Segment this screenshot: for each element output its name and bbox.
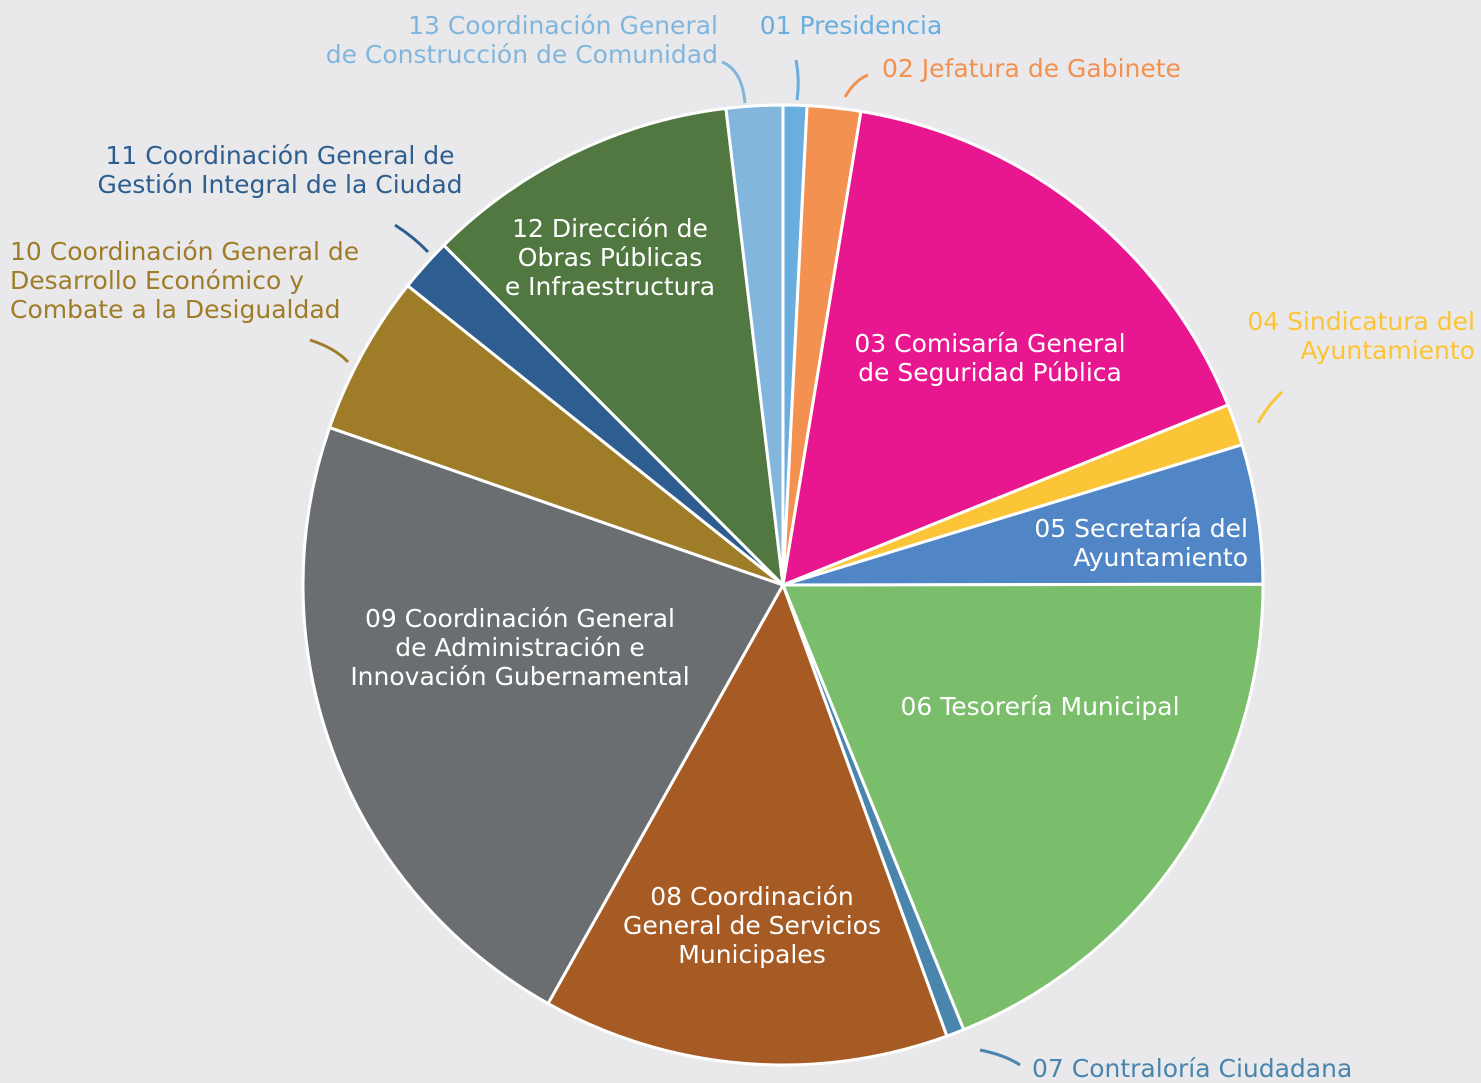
slice-label: 04 Sindicatura del Ayuntamiento xyxy=(1247,307,1475,365)
label-line: 02 Jefatura de Gabinete xyxy=(882,54,1181,83)
label-line: 07 Contraloría Ciudadana xyxy=(1032,1054,1352,1083)
label-line: 08 Coordinación xyxy=(650,882,853,911)
slice-label: 07 Contraloría Ciudadana xyxy=(1032,1054,1352,1083)
slice-label: 11 Coordinación General de Gestión Integr… xyxy=(97,141,462,199)
slice-label: 02 Jefatura de Gabinete xyxy=(882,54,1181,83)
label-line: 13 Coordinación General xyxy=(408,11,718,40)
slice-label: 03 Comisaría General de Seguridad Pública xyxy=(854,329,1125,387)
label-line: General de Servicios xyxy=(623,911,881,940)
slice-label: 05 Secretaría del Ayuntamiento xyxy=(1034,514,1248,572)
label-line: de Construcción de Comunidad xyxy=(326,40,718,69)
leader-line xyxy=(979,1048,1021,1067)
label-line: 05 Secretaría del xyxy=(1034,514,1248,543)
pie-slice xyxy=(301,425,786,1006)
pie-slice xyxy=(781,109,1230,588)
label-line: 11 Coordinación General de xyxy=(105,141,454,170)
label-line: 06 Tesorería Municipal xyxy=(900,692,1179,721)
label-line: de Administración e xyxy=(395,633,644,662)
leader-line xyxy=(309,338,350,364)
label-line: 03 Comisaría General xyxy=(854,329,1125,358)
label-line: Ayuntamiento xyxy=(1300,336,1475,365)
label-line: Innovación Gubernamental xyxy=(350,662,689,691)
label-line: 09 Coordinación General xyxy=(365,604,675,633)
slice-label: 12 Dirección de Obras Públicas e Infraestr… xyxy=(505,214,715,301)
slice-label: 06 Tesorería Municipal xyxy=(900,692,1179,721)
label-line: 12 Dirección de xyxy=(512,214,708,243)
slice-label: 13 Coordinación General de Construcción d… xyxy=(326,11,718,69)
pie-slice xyxy=(724,103,785,586)
label-line: Obras Públicas xyxy=(518,243,702,272)
label-line: de Seguridad Pública xyxy=(858,358,1122,387)
label-line: Municipales xyxy=(678,940,825,969)
label-line: Ayuntamiento xyxy=(1073,543,1248,572)
label-line: 01 Presidencia xyxy=(760,11,943,40)
leader-line xyxy=(794,59,800,101)
label-line: Desarrollo Económico y xyxy=(10,266,304,295)
label-line: e Infraestructura xyxy=(505,272,715,301)
pie-slice xyxy=(327,283,784,587)
slice-label: 10 Coordinación General de Desarrollo Eco… xyxy=(10,237,359,324)
pie-slice xyxy=(545,581,949,1067)
leader-line xyxy=(721,60,747,104)
leader-line xyxy=(843,73,869,98)
slice-label: 01 Presidencia xyxy=(760,11,943,40)
leader-line xyxy=(1256,390,1284,424)
slice-label: 08 Coordinación General de Servicios Munic… xyxy=(623,882,881,969)
pie-slice xyxy=(441,106,786,590)
label-line: Combate a la Desigualdad xyxy=(10,295,341,324)
slice-label: 09 Coordinación General de Administración… xyxy=(350,604,689,691)
pie-slice xyxy=(780,582,1265,1032)
label-line: Gestión Integral de la Ciudad xyxy=(97,170,462,199)
label-line: 10 Coordinación General de xyxy=(10,237,359,266)
leader-line xyxy=(394,223,430,254)
label-line: 04 Sindicatura del xyxy=(1247,307,1475,336)
